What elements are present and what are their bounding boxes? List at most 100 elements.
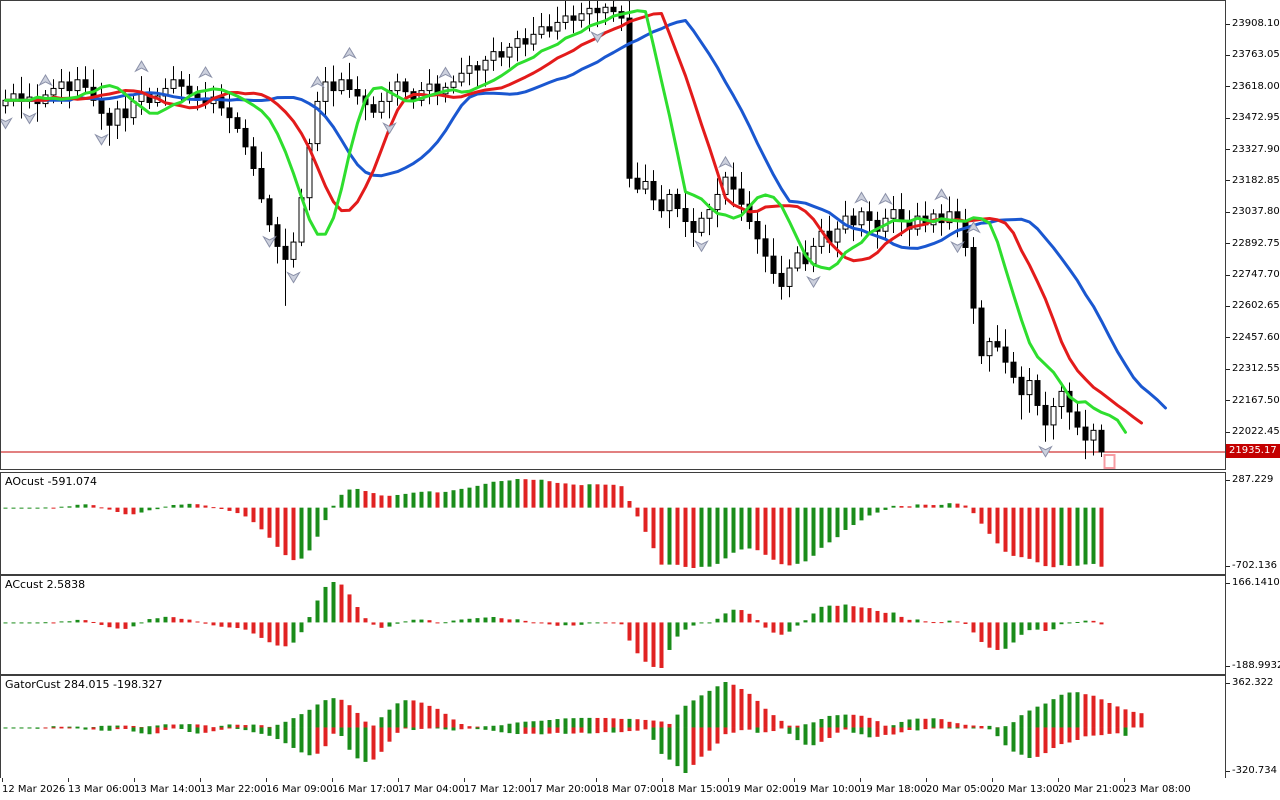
time-tick-mark [992, 778, 993, 782]
fractal-down-icon [950, 240, 965, 254]
price-tick-mark [1226, 431, 1230, 433]
time-tick-label: 16 Mar 09:00 [266, 784, 333, 795]
price-tick-mark [1226, 211, 1230, 213]
price-tick-mark [1226, 368, 1230, 370]
time-tick-label: 17 Mar 04:00 [398, 784, 465, 795]
gator-indicator-pane[interactable]: GatorCust 284.015 -198.327 [0, 675, 1226, 780]
indicator-scale-label: 362.322 [1232, 677, 1274, 688]
indicator-scale-label: -320.734 [1232, 765, 1277, 776]
indicator-scale-tick [1226, 566, 1230, 567]
trade-marker [1103, 454, 1116, 469]
time-tick-mark [266, 778, 267, 782]
fractal-up-icon [438, 66, 453, 79]
fractal-down-icon [382, 122, 397, 135]
time-tick-mark [464, 778, 465, 782]
price-tick-mark [1226, 243, 1230, 245]
time-tick-label: 17 Mar 20:00 [530, 784, 597, 795]
indicator-scale-tick [1226, 683, 1230, 684]
current-price-badge: 21935.17 [1226, 443, 1280, 458]
time-axis[interactable]: 12 Mar 2026 13 Mar 06:00 13 Mar 14:00 13 Ma… [0, 778, 1280, 800]
time-tick-mark [926, 778, 927, 782]
ac-indicator-label: ACcust 2.5838 [5, 578, 86, 591]
fractal-up-icon [198, 66, 213, 79]
fractal-down-icon [262, 235, 277, 248]
price-tick-mark [1226, 274, 1230, 276]
time-tick-mark [398, 778, 399, 782]
time-tick-label: 18 Mar 07:00 [596, 784, 663, 795]
indicator-scale-label: -188.9932 [1232, 660, 1280, 671]
time-tick-mark [662, 778, 663, 782]
time-tick-label: 20 Mar 21:00 [1058, 784, 1125, 795]
price-tick-mark [1226, 54, 1230, 56]
price-tick-label: 22892.75 [1232, 237, 1280, 249]
price-tick-label: 23037.80 [1232, 206, 1280, 218]
price-tick-label: 23618.00 [1232, 80, 1280, 92]
price-chart-pane[interactable] [0, 0, 1226, 470]
time-tick-mark [1058, 778, 1059, 782]
price-tick-mark [1226, 180, 1230, 182]
time-tick-label: 19 Mar 10:00 [794, 784, 861, 795]
fractal-down-icon [22, 112, 37, 125]
ao-histogram [3, 479, 1104, 568]
ao-indicator-pane[interactable]: AOcust -591.074 [0, 472, 1226, 575]
time-tick-mark [596, 778, 597, 782]
price-tick-label: 23472.95 [1232, 112, 1280, 124]
price-tick-mark [1226, 305, 1230, 307]
price-tick-label: 23908.10 [1232, 18, 1280, 29]
fractal-up-icon [854, 191, 869, 204]
main-chart-canvas[interactable] [1, 1, 1225, 469]
ac-histogram [3, 582, 1104, 668]
indicator-scale-tick [1226, 771, 1230, 772]
price-tick-mark [1226, 337, 1230, 339]
ac-histogram-canvas[interactable] [1, 576, 1225, 674]
price-tick-label: 23327.90 [1232, 143, 1280, 155]
indicator-scale-tick [1226, 666, 1230, 667]
time-tick-label: 20 Mar 05:00 [926, 784, 993, 795]
price-tick-label: 22747.70 [1232, 269, 1280, 281]
gator-upper-histogram [3, 682, 1144, 729]
time-tick-mark [728, 778, 729, 782]
fractal-up-icon [718, 155, 733, 169]
time-tick-label: 12 Mar 2026 [2, 784, 66, 795]
fractal-down-icon [286, 271, 301, 284]
time-tick-label: 20 Mar 13:00 [992, 784, 1059, 795]
time-tick-mark [200, 778, 201, 782]
ao-indicator-label: AOcust -591.074 [5, 475, 98, 488]
time-tick-mark [2, 778, 3, 782]
ac-indicator-pane[interactable]: ACcust 2.5838 [0, 575, 1226, 675]
fractal-up-icon [310, 75, 325, 88]
price-tick-label: 22312.55 [1232, 363, 1280, 375]
price-tick-label: 23182.85 [1232, 174, 1280, 186]
fractal-up-icon [38, 74, 53, 87]
price-tick-label: 22022.45 [1232, 426, 1280, 438]
time-tick-label: 13 Mar 06:00 [68, 784, 135, 795]
gator-histogram-canvas[interactable] [1, 676, 1225, 779]
price-tick-mark [1226, 400, 1230, 402]
indicator-scale-label: 166.1410 [1232, 577, 1280, 588]
time-tick-label: 13 Mar 22:00 [200, 784, 267, 795]
alligator-lips-line [4, 9, 1127, 434]
price-tick-label: 22167.50 [1232, 394, 1280, 406]
price-tick-mark [1226, 86, 1230, 88]
price-tick-label: 23763.05 [1232, 49, 1280, 61]
fractal-up-icon [134, 60, 149, 73]
gator-indicator-label: GatorCust 284.015 -198.327 [5, 678, 163, 691]
indicator-scale-label: 287.229 [1232, 474, 1274, 485]
price-axis[interactable]: 21935.17 23908.10 23763.05 23618.00 23472.9… [1226, 0, 1280, 778]
ao-histogram-canvas[interactable] [1, 473, 1225, 574]
indicator-scale-label: -702.136 [1232, 560, 1277, 571]
time-tick-mark [68, 778, 69, 782]
price-tick-label: 22457.60 [1232, 331, 1280, 343]
time-tick-label: 18 Mar 15:00 [662, 784, 729, 795]
time-tick-label: 19 Mar 18:00 [860, 784, 927, 795]
indicator-scale-tick [1226, 583, 1230, 584]
price-tick-mark [1226, 117, 1230, 119]
fractal-up-icon [878, 192, 893, 205]
fractal-down-icon [694, 240, 709, 253]
fractal-down-icon [590, 30, 605, 44]
fractal-down-icon [1, 117, 13, 130]
price-tick-label: 22602.65 [1232, 300, 1280, 312]
fractal-down-icon [94, 133, 109, 146]
indicator-scale-tick [1226, 480, 1230, 481]
